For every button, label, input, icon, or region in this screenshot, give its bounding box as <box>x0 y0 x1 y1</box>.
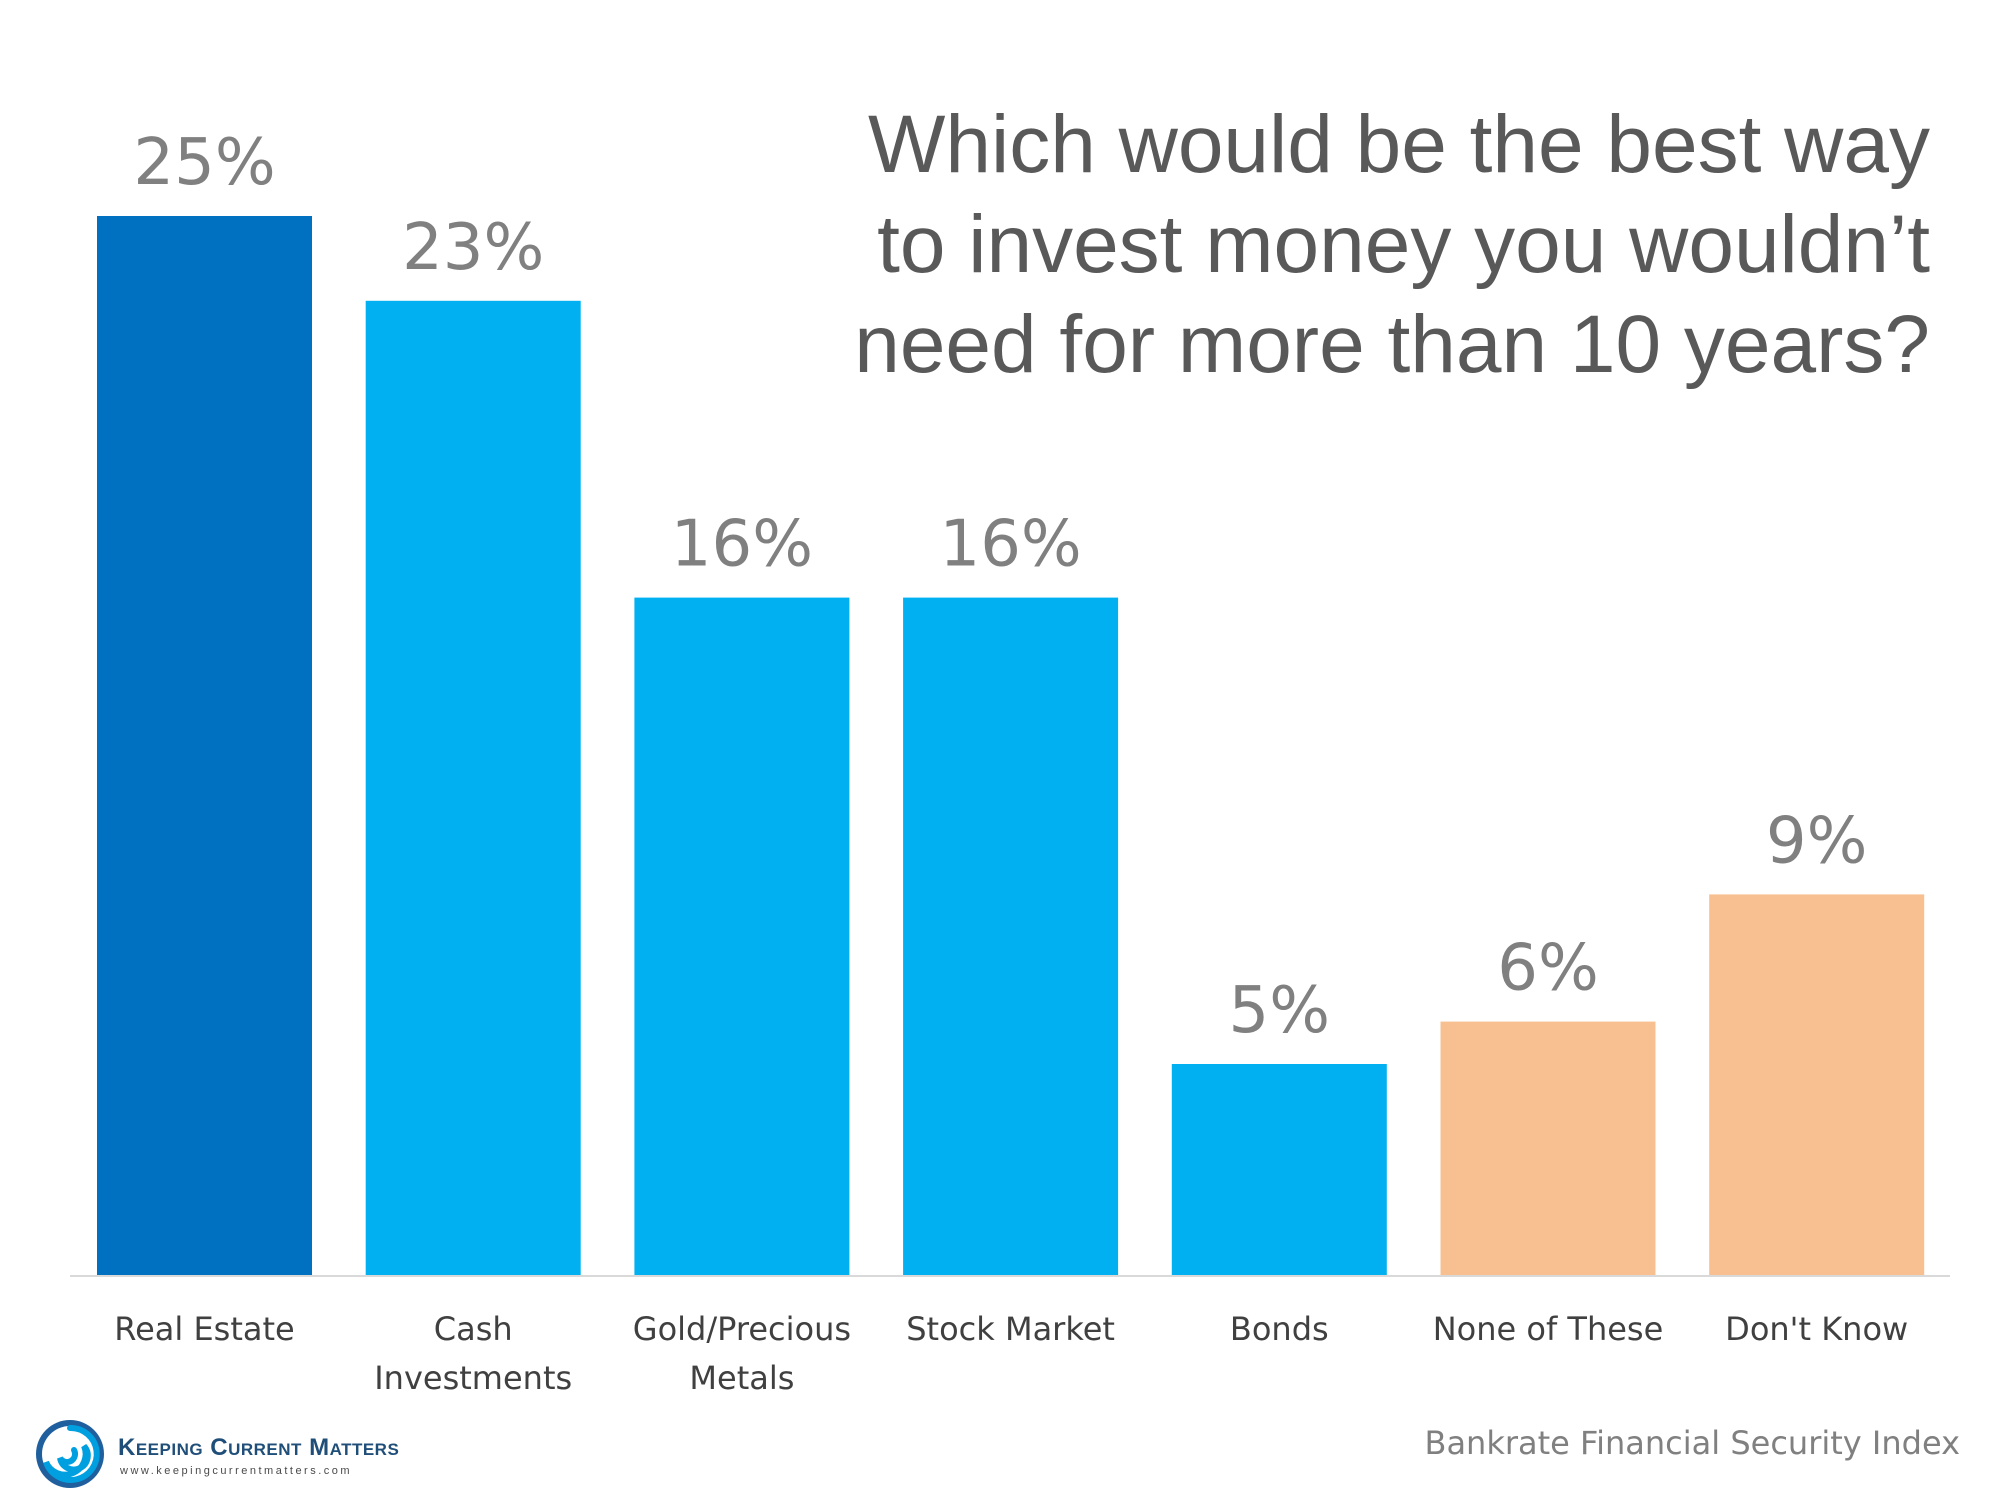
category-label-6-line-0: Don't Know <box>1725 1310 1908 1348</box>
bar-5 <box>1440 1021 1656 1276</box>
bar-0 <box>97 216 312 1276</box>
category-labels-group: Real Estate Cash Investments Gold/Precious M… <box>114 1310 1908 1397</box>
value-label-1: 23% <box>402 211 544 285</box>
source-note: Bankrate Financial Security Index <box>1424 1424 1960 1462</box>
value-label-2: 16% <box>671 508 813 582</box>
value-label-5: 6% <box>1497 932 1599 1006</box>
bars-group <box>97 216 1925 1276</box>
category-label-2-line-0: Gold/Precious <box>633 1310 851 1348</box>
category-label-4-line-0: Bonds <box>1230 1310 1329 1348</box>
bar-4 <box>1171 1064 1387 1276</box>
bar-1 <box>365 300 581 1276</box>
bar-2 <box>634 597 850 1276</box>
value-label-0: 25% <box>133 126 275 200</box>
value-label-6: 9% <box>1766 804 1868 878</box>
value-label-4: 5% <box>1229 974 1331 1048</box>
category-label-1-line-1: Investments <box>374 1359 572 1397</box>
bar-3 <box>903 597 1119 1276</box>
chart-title: Which would be the best way to invest mo… <box>680 95 1930 395</box>
logo-swirl-icon <box>36 1420 104 1488</box>
logo-url: www.keepingcurrentmatters.com <box>120 1465 353 1477</box>
title-line-1: Which would be the best way <box>868 99 1930 190</box>
category-label-2-line-1: Metals <box>689 1359 794 1397</box>
title-line-2: to invest money you wouldn’t <box>877 199 1930 290</box>
logo-name: Keeping Current Matters <box>118 1434 400 1461</box>
value-labels-group: 25% 23% 16% 16% 5% 6% 9% <box>133 126 1867 1048</box>
bar-6 <box>1709 894 1925 1276</box>
company-logo: Keeping Current Matters www.keepingcurre… <box>34 1418 454 1498</box>
category-label-3-line-0: Stock Market <box>906 1310 1115 1348</box>
category-label-1-line-0: Cash <box>434 1310 513 1348</box>
category-label-0-line-0: Real Estate <box>114 1310 294 1348</box>
value-label-3: 16% <box>939 508 1081 582</box>
title-line-3: need for more than 10 years? <box>854 299 1930 390</box>
category-label-5-line-0: None of These <box>1433 1310 1664 1348</box>
